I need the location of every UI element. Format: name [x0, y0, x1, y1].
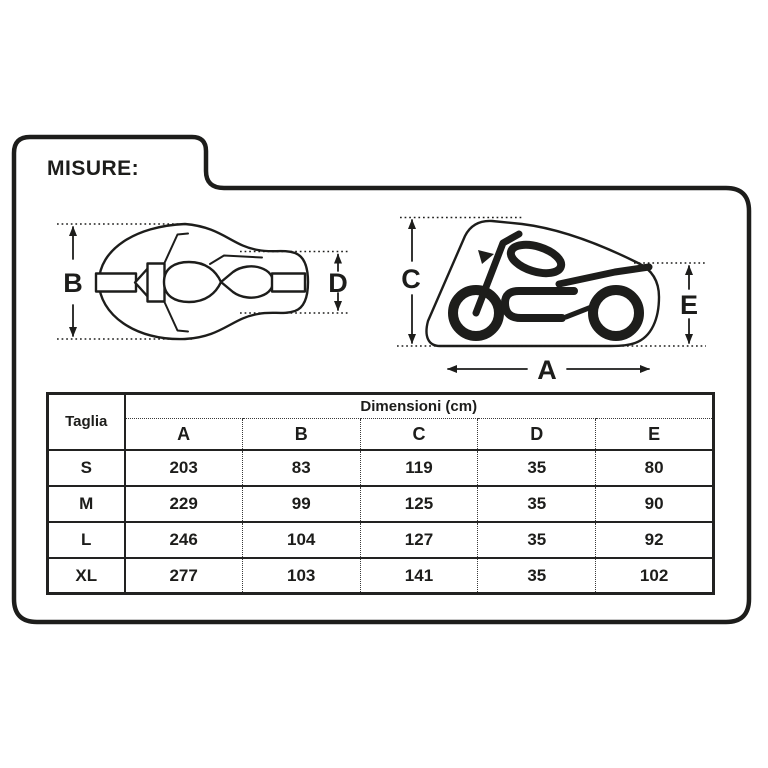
value-cell: 229 [124, 484, 243, 522]
frame-tab-outline [11, 134, 752, 625]
value-cell: 246 [124, 520, 243, 558]
table-row-m: M 229 99 125 35 90 [47, 484, 714, 522]
value-cell: 35 [477, 484, 596, 522]
page-title: MISURE: [47, 157, 140, 180]
table-column-letters-row: A B C D E [48, 418, 714, 450]
side-view-diagram: C E A [397, 216, 706, 385]
column-header-c: C [359, 418, 478, 450]
size-label: S [47, 448, 126, 486]
value-cell: 125 [359, 484, 478, 522]
leader-lines-top-view [57, 223, 349, 340]
column-header-taglia: Taglia [47, 393, 126, 450]
table-header-group-row: Taglia Dimensioni (cm) [47, 393, 714, 450]
size-label: L [47, 520, 126, 558]
table-row-s: S 203 83 119 35 80 [47, 448, 714, 486]
column-header-d: D [477, 418, 596, 450]
value-cell: 35 [477, 448, 596, 486]
motorcycle-top-silhouette [94, 232, 307, 333]
leader-lines-side-view [397, 216, 706, 347]
value-cell: 203 [124, 448, 243, 486]
column-group-header-dimensioni: Dimensioni (cm) [360, 398, 478, 415]
size-table: Taglia Dimensioni (cm) A B C D E S 203 8… [46, 392, 716, 595]
value-cell: 35 [477, 520, 596, 558]
table-row-l: L 246 104 127 35 92 [47, 520, 714, 558]
value-cell: 90 [595, 484, 714, 522]
value-cell: 83 [241, 448, 361, 486]
value-cell: 104 [241, 520, 361, 558]
dimension-label-e: E [680, 290, 698, 320]
value-cell: 102 [595, 556, 714, 594]
motorcycle-side-silhouette [448, 230, 653, 341]
value-cell: 141 [359, 556, 478, 594]
cover-side-outline [425, 219, 661, 348]
value-cell: 119 [359, 448, 478, 486]
column-header-b: B [241, 418, 361, 450]
size-label: M [47, 484, 126, 522]
value-cell: 99 [241, 484, 361, 522]
dimension-label-d: D [328, 268, 348, 298]
dimension-label-c: C [401, 264, 421, 294]
top-view-diagram: B D [57, 222, 349, 341]
dimension-label-a: A [537, 355, 557, 385]
dimension-label-b: B [63, 268, 83, 298]
table-row-xl: XL 277 103 141 35 102 [47, 556, 714, 594]
value-cell: 35 [477, 556, 596, 594]
value-cell: 80 [595, 448, 714, 486]
value-cell: 127 [359, 520, 478, 558]
column-header-a: A [124, 418, 243, 450]
value-cell: 92 [595, 520, 714, 558]
value-cell: 277 [124, 556, 243, 594]
value-cell: 103 [241, 556, 361, 594]
size-label: XL [47, 556, 126, 594]
column-header-e: E [595, 418, 714, 450]
